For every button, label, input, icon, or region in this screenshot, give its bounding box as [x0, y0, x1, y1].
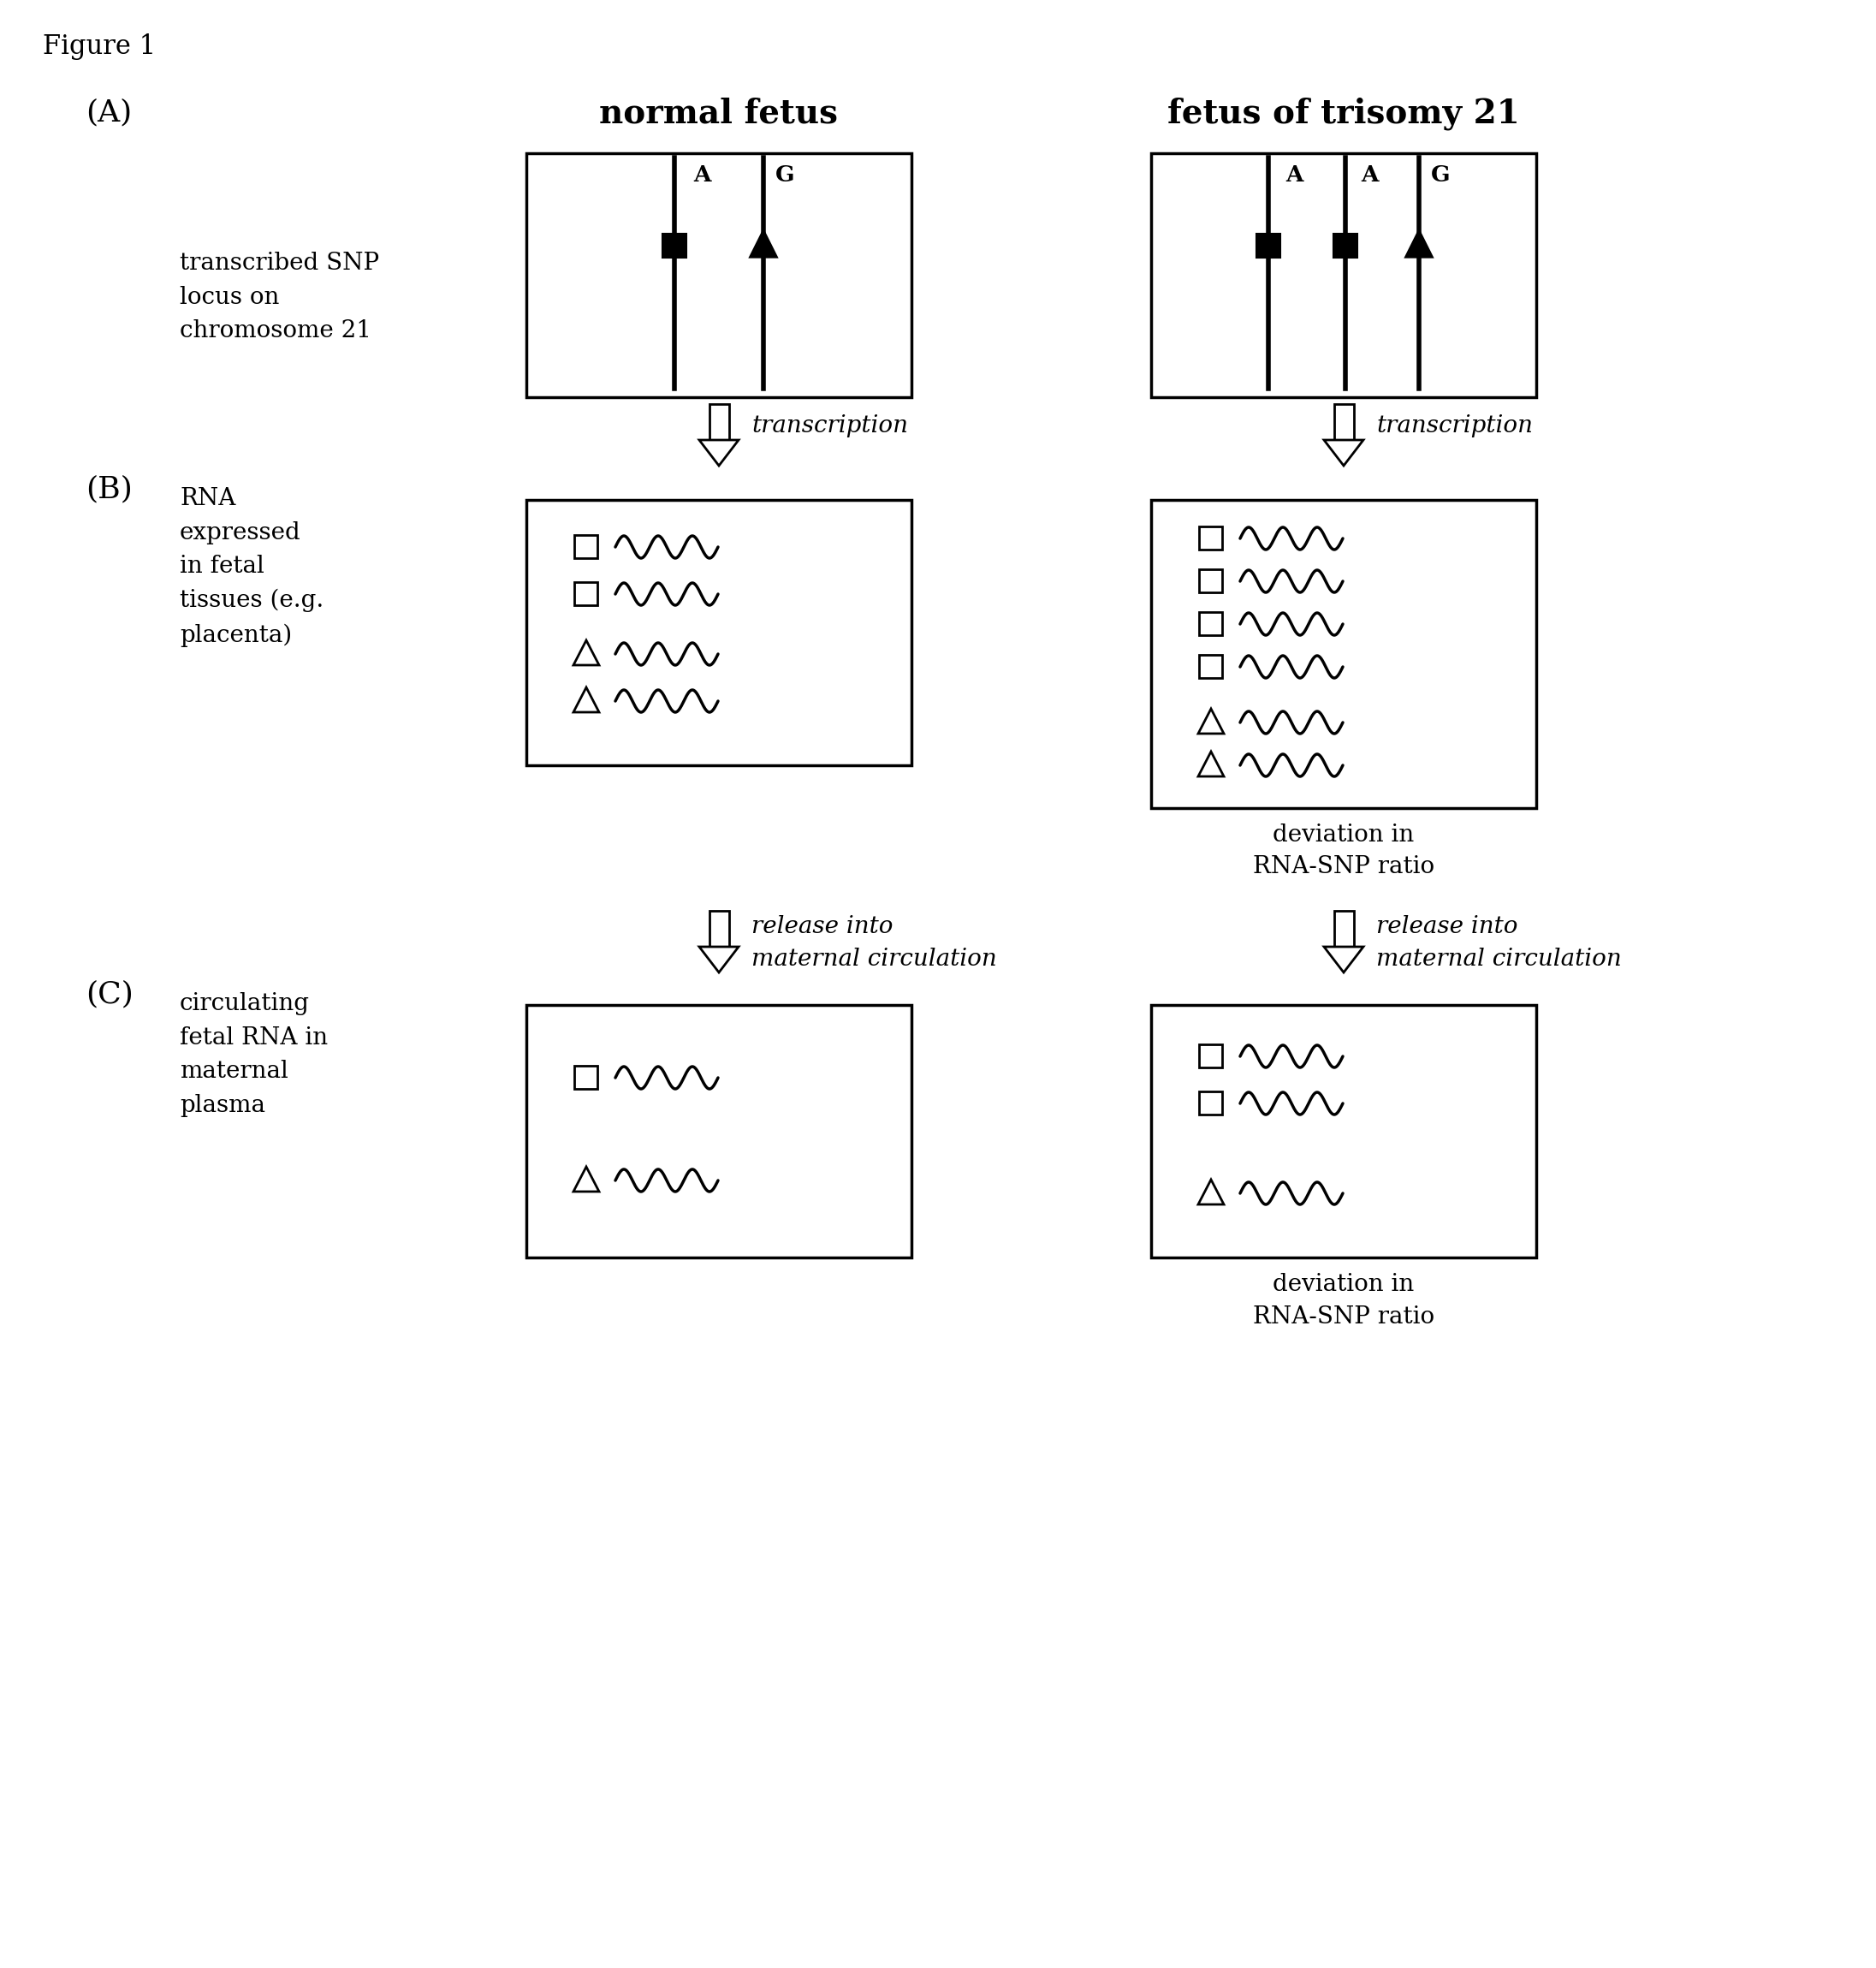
FancyBboxPatch shape	[1199, 1045, 1221, 1067]
Text: RNA
expressed
in fetal
tissues (e.g.
placenta): RNA expressed in fetal tissues (e.g. pla…	[180, 486, 325, 647]
Bar	[1152, 500, 1536, 809]
Bar	[527, 500, 912, 766]
Text: circulating
fetal RNA in
maternal
plasma: circulating fetal RNA in maternal plasma	[180, 992, 328, 1118]
Text: transcribed SNP
locus on
chromosome 21: transcribed SNP locus on chromosome 21	[180, 252, 379, 342]
Bar	[1334, 911, 1353, 947]
Text: Figure 1: Figure 1	[43, 33, 156, 59]
Text: release into
maternal circulation: release into maternal circulation	[752, 915, 996, 970]
Text: fetus of trisomy 21: fetus of trisomy 21	[1167, 98, 1520, 130]
Polygon shape	[1324, 947, 1364, 972]
Bar	[709, 403, 728, 441]
Polygon shape	[1199, 752, 1223, 777]
Text: A: A	[694, 165, 711, 185]
Polygon shape	[574, 1167, 598, 1191]
Text: deviation in
RNA-SNP ratio: deviation in RNA-SNP ratio	[1253, 823, 1435, 878]
Text: (A): (A)	[86, 98, 131, 126]
FancyBboxPatch shape	[1334, 234, 1358, 258]
Bar	[1152, 1006, 1536, 1258]
Text: A: A	[1360, 165, 1379, 185]
Text: G: G	[1431, 165, 1450, 185]
Polygon shape	[1199, 708, 1223, 734]
FancyBboxPatch shape	[574, 1067, 597, 1088]
Bar	[527, 154, 912, 398]
FancyBboxPatch shape	[1199, 527, 1221, 549]
Polygon shape	[700, 947, 739, 972]
FancyBboxPatch shape	[1257, 234, 1279, 258]
Text: A: A	[1285, 165, 1304, 185]
Polygon shape	[700, 441, 739, 466]
Polygon shape	[1405, 230, 1433, 258]
FancyBboxPatch shape	[1199, 655, 1221, 677]
Text: transcription: transcription	[752, 415, 908, 437]
Text: normal fetus: normal fetus	[600, 98, 839, 130]
FancyBboxPatch shape	[574, 583, 597, 606]
Text: (C): (C)	[86, 980, 133, 1008]
Text: G: G	[775, 165, 795, 185]
Bar	[709, 911, 728, 947]
FancyBboxPatch shape	[1199, 1092, 1221, 1114]
Bar	[1334, 403, 1353, 441]
Text: (B): (B)	[86, 474, 133, 504]
Text: deviation in
RNA-SNP ratio: deviation in RNA-SNP ratio	[1253, 1273, 1435, 1328]
Bar	[1152, 154, 1536, 398]
FancyBboxPatch shape	[662, 234, 687, 258]
Polygon shape	[574, 640, 598, 665]
FancyBboxPatch shape	[1199, 612, 1221, 636]
Bar	[527, 1006, 912, 1258]
Polygon shape	[1324, 441, 1364, 466]
Polygon shape	[574, 687, 598, 712]
Polygon shape	[1199, 1179, 1223, 1204]
FancyBboxPatch shape	[1199, 569, 1221, 592]
Polygon shape	[750, 230, 777, 258]
Text: transcription: transcription	[1377, 415, 1533, 437]
FancyBboxPatch shape	[574, 535, 597, 559]
Text: release into
maternal circulation: release into maternal circulation	[1377, 915, 1621, 970]
